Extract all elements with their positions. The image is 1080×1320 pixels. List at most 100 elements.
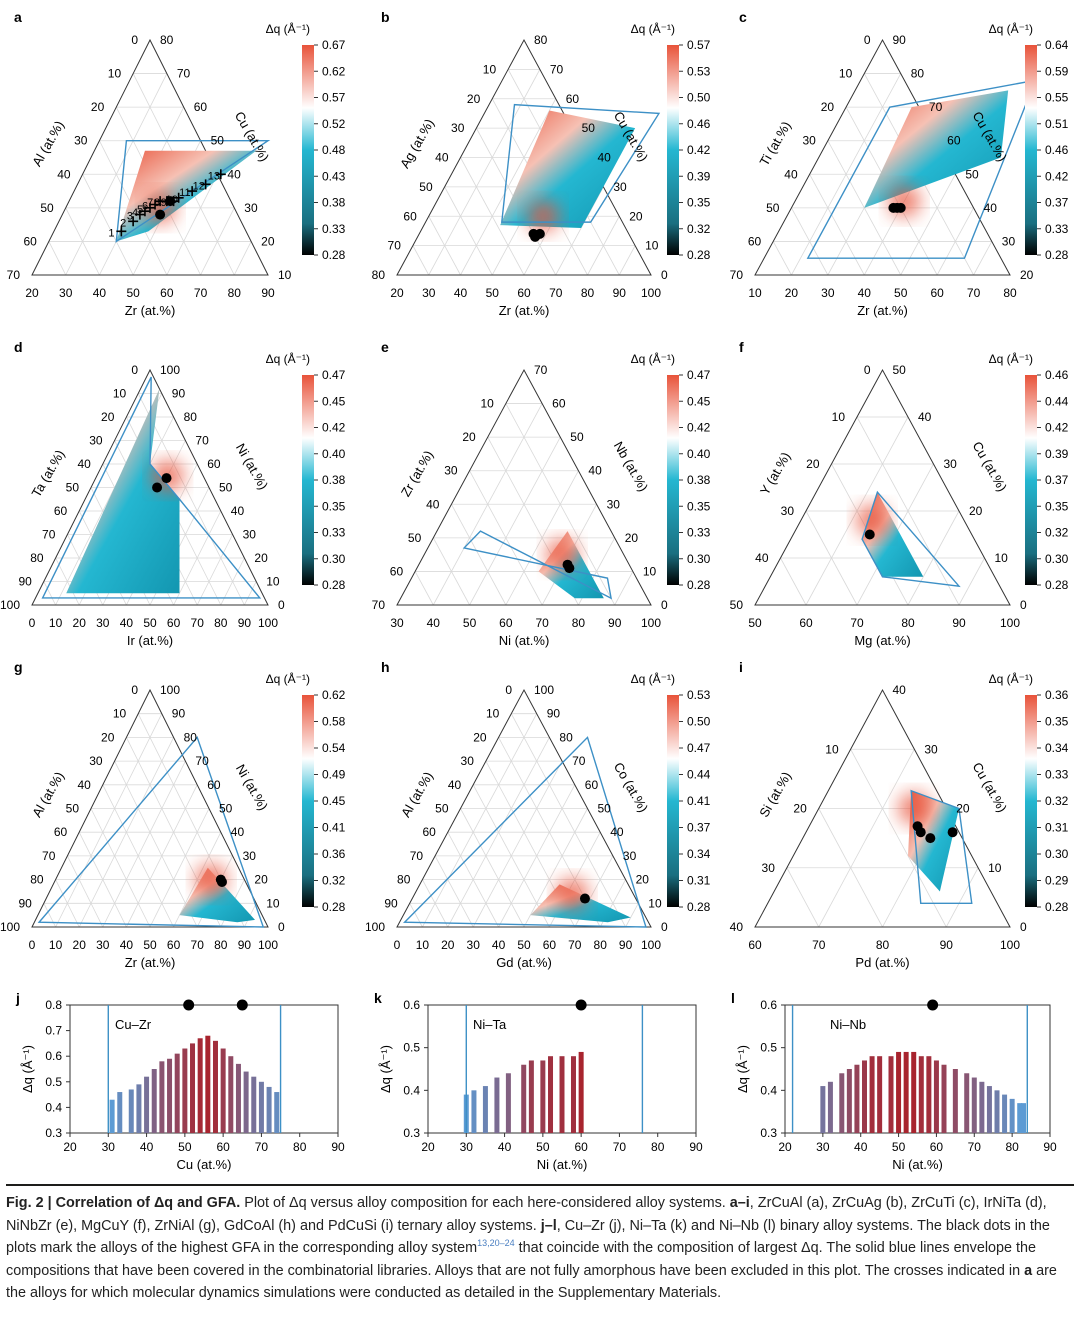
x-tick-label: 70 bbox=[613, 1140, 627, 1154]
colorbar-tick-label: 0.41 bbox=[322, 821, 346, 835]
bottom-tick-label: 10 bbox=[49, 938, 63, 952]
left-tick-label: 20 bbox=[467, 92, 481, 106]
colorbar-tick-label: 0.37 bbox=[1045, 196, 1069, 210]
bar bbox=[258, 1081, 264, 1133]
bar bbox=[979, 1081, 985, 1133]
bottom-tick-label: 70 bbox=[967, 286, 981, 300]
ternary-grid bbox=[414, 403, 634, 606]
grid-line bbox=[90, 808, 151, 928]
bottom-tick-label: 90 bbox=[238, 616, 252, 630]
right-tick-label: 40 bbox=[231, 825, 245, 839]
colorbar-tick-label: 0.62 bbox=[322, 64, 346, 78]
right-tick-label: 30 bbox=[1002, 234, 1016, 248]
caption-sentence-1: Plot of Δq versus alloy composition for … bbox=[244, 1195, 726, 1211]
left-tick-label: 30 bbox=[444, 464, 458, 478]
bar bbox=[559, 1056, 565, 1133]
bottom-tick-label: 50 bbox=[894, 286, 908, 300]
grid-line bbox=[444, 186, 493, 276]
colorbar-title: Δq (Å⁻¹) bbox=[989, 351, 1033, 366]
bottom-tick-label: 30 bbox=[59, 286, 73, 300]
bar bbox=[578, 1051, 584, 1133]
bar bbox=[136, 1084, 142, 1133]
colorbar-tick-label: 0.47 bbox=[687, 368, 711, 382]
colorbar bbox=[302, 695, 314, 907]
bottom-tick-label: 60 bbox=[930, 286, 944, 300]
x-tick-label: 50 bbox=[892, 1140, 906, 1154]
y-tick-label: 0.5 bbox=[45, 1075, 62, 1089]
ternary-panel-d: d0 10 20 30 40 50 60 70 80 90 10001020304050607080… bbox=[0, 339, 346, 648]
bottom-tick-label: 100 bbox=[641, 938, 661, 952]
colorbar-tick-label: 0.42 bbox=[1045, 421, 1069, 435]
left-tick-label: 0 bbox=[864, 363, 871, 377]
grid-line bbox=[945, 867, 979, 928]
left-axis-title: Zr (at.%) bbox=[398, 448, 436, 499]
panel-letter: k bbox=[374, 990, 382, 1006]
bar bbox=[941, 1064, 947, 1133]
y-tick-label: 0.3 bbox=[403, 1126, 420, 1140]
bar bbox=[548, 1056, 554, 1133]
bar bbox=[482, 1086, 488, 1133]
best-alloy-dot bbox=[165, 196, 176, 207]
right-tick-label: 20 bbox=[254, 873, 268, 887]
grid-line bbox=[791, 207, 829, 276]
grid-line bbox=[55, 879, 80, 928]
colorbar bbox=[667, 695, 679, 907]
colorbar-tick-label: 0.49 bbox=[322, 768, 346, 782]
left-tick-label: 10 bbox=[113, 387, 127, 401]
grid-line bbox=[625, 903, 639, 928]
x-tick-label: 90 bbox=[1043, 1140, 1057, 1154]
left-tick-label: 40 bbox=[448, 778, 462, 792]
left-tick-label: 40 bbox=[426, 497, 440, 511]
bottom-axis-title: Ir (at.%) bbox=[127, 633, 173, 648]
x-tick-label: 90 bbox=[689, 1140, 703, 1154]
bottom-tick-label: 100 bbox=[1000, 616, 1020, 630]
y-axis-title: Δq (Å⁻¹) bbox=[20, 1045, 35, 1093]
left-tick-label: 100 bbox=[365, 920, 385, 934]
library-envelope bbox=[462, 530, 613, 600]
bottom-tick-label: 0 bbox=[29, 616, 36, 630]
right-tick-label: 100 bbox=[160, 683, 180, 697]
bottom-tick-label: 70 bbox=[191, 938, 205, 952]
colorbar-tick-label: 0.53 bbox=[687, 64, 711, 78]
grid-line bbox=[780, 557, 807, 606]
bar bbox=[167, 1058, 173, 1133]
bar bbox=[220, 1048, 226, 1133]
right-tick-label: 0 bbox=[661, 598, 668, 612]
bottom-tick-label: 40 bbox=[858, 286, 872, 300]
x-tick-label: 20 bbox=[63, 1140, 77, 1154]
right-tick-label: 60 bbox=[585, 778, 599, 792]
hot-spot bbox=[195, 863, 228, 896]
left-tick-label: 10 bbox=[480, 397, 494, 411]
x-tick-label: 70 bbox=[968, 1140, 982, 1154]
left-tick-label: 50 bbox=[40, 201, 54, 215]
left-tick-label: 40 bbox=[435, 151, 449, 165]
left-tick-label: 10 bbox=[108, 67, 122, 81]
left-tick-label: 20 bbox=[806, 457, 820, 471]
colorbar-tick-label: 0.28 bbox=[687, 578, 711, 592]
grid-line bbox=[65, 207, 100, 276]
best-alloy-dot bbox=[864, 529, 875, 540]
md-cross bbox=[187, 186, 198, 197]
bar bbox=[266, 1086, 272, 1133]
left-tick-label: 30 bbox=[461, 754, 475, 768]
bar bbox=[128, 1089, 134, 1133]
left-axis-title: Ti (at.%) bbox=[757, 119, 794, 169]
bottom-tick-label: 70 bbox=[535, 616, 549, 630]
x-tick-label: 30 bbox=[460, 1140, 474, 1154]
library-envelope bbox=[402, 736, 647, 928]
left-axis-title: Ta (at.%) bbox=[29, 447, 68, 500]
bar bbox=[190, 1043, 196, 1133]
md-cross-label: 13 bbox=[208, 170, 220, 182]
grid-line bbox=[505, 470, 579, 606]
right-tick-label: 70 bbox=[195, 754, 209, 768]
bottom-tick-label: 50 bbox=[126, 286, 140, 300]
right-tick-label: 30 bbox=[607, 497, 621, 511]
plot-frame bbox=[69, 1004, 339, 1134]
right-tick-label: 30 bbox=[613, 180, 627, 194]
bottom-tick-label: 30 bbox=[467, 938, 481, 952]
left-axis-title: Si (at.%) bbox=[756, 769, 794, 820]
left-tick-label: 30 bbox=[781, 504, 795, 518]
md-cross bbox=[134, 209, 145, 220]
colorbar bbox=[302, 375, 314, 585]
right-tick-label: 0 bbox=[1020, 920, 1027, 934]
